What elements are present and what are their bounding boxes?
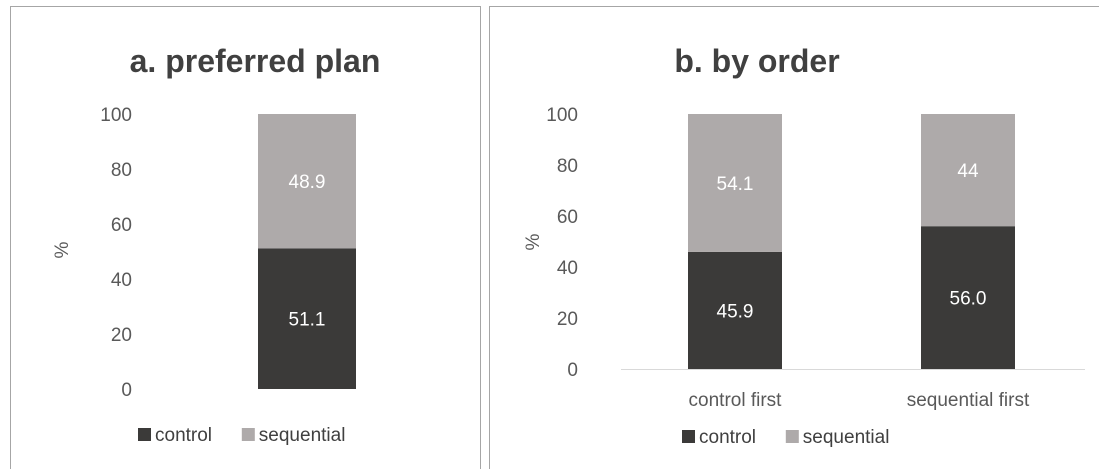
y-tick-label: 80 bbox=[557, 156, 578, 177]
data-label-sequential: 44 bbox=[957, 161, 979, 182]
legend-swatch-sequential bbox=[241, 428, 255, 441]
bar-sequential bbox=[921, 114, 1015, 227]
legend-swatch-control bbox=[682, 430, 695, 443]
panel-a-border-right bbox=[480, 6, 481, 469]
y-tick-label: 20 bbox=[111, 325, 132, 346]
legend-label-control: control bbox=[699, 427, 756, 448]
legend-swatch-sequential bbox=[785, 430, 799, 443]
data-label-control: 45.9 bbox=[717, 301, 754, 322]
panel-b-border-top bbox=[489, 6, 1099, 7]
panel-a-border-left bbox=[10, 6, 11, 469]
panel-a-border-top bbox=[10, 6, 481, 7]
data-label-sequential: 54.1 bbox=[717, 174, 754, 195]
data-label-control: 56.0 bbox=[950, 289, 987, 310]
y-tick-label: 0 bbox=[567, 360, 578, 381]
bar-control bbox=[258, 248, 356, 389]
y-tick-label: 60 bbox=[111, 215, 132, 236]
bar-sequential bbox=[688, 114, 782, 252]
chart-a-svg: a. preferred plan 0 20 40 60 80 100% 51.1 48.9 co… bbox=[52, 43, 381, 446]
x-tick-label: control first bbox=[689, 390, 783, 411]
chart-panel-b: b. by order 0 20 40 60 80 100% 45.9 54.1 control … bbox=[489, 0, 1099, 469]
data-label-control: 51.1 bbox=[289, 310, 326, 331]
chart-panel-a: a. preferred plan 0 20 40 60 80 100% 51.1 48.9 co… bbox=[10, 0, 481, 469]
y-axis-label: % bbox=[523, 233, 544, 250]
legend-label-sequential: sequential bbox=[259, 425, 346, 446]
legend-label-sequential: sequential bbox=[803, 427, 890, 448]
chart-title-a: a. preferred plan bbox=[130, 43, 381, 79]
panel-b-border-left bbox=[489, 6, 490, 469]
x-tick-label: sequential first bbox=[907, 390, 1030, 411]
y-tick-label: 20 bbox=[557, 309, 578, 330]
y-tick-label: 80 bbox=[111, 160, 132, 181]
y-tick-label: 40 bbox=[557, 258, 578, 279]
y-tick-label: 0 bbox=[121, 380, 132, 401]
legend-label-control: control bbox=[155, 425, 212, 446]
bar-control bbox=[921, 226, 1015, 369]
data-label-sequential: 48.9 bbox=[289, 172, 326, 193]
y-tick-label: 100 bbox=[546, 105, 578, 126]
y-tick-label: 100 bbox=[100, 105, 132, 126]
y-axis-label: % bbox=[52, 241, 73, 258]
chart-title-b: b. by order bbox=[674, 43, 839, 79]
bar-control bbox=[688, 251, 782, 369]
bar-sequential bbox=[258, 114, 356, 249]
legend-swatch-control bbox=[138, 428, 151, 441]
y-tick-label: 40 bbox=[111, 270, 132, 291]
chart-b-svg: b. by order 0 20 40 60 80 100% 45.9 54.1 control … bbox=[523, 43, 1085, 448]
y-tick-label: 60 bbox=[557, 207, 578, 228]
